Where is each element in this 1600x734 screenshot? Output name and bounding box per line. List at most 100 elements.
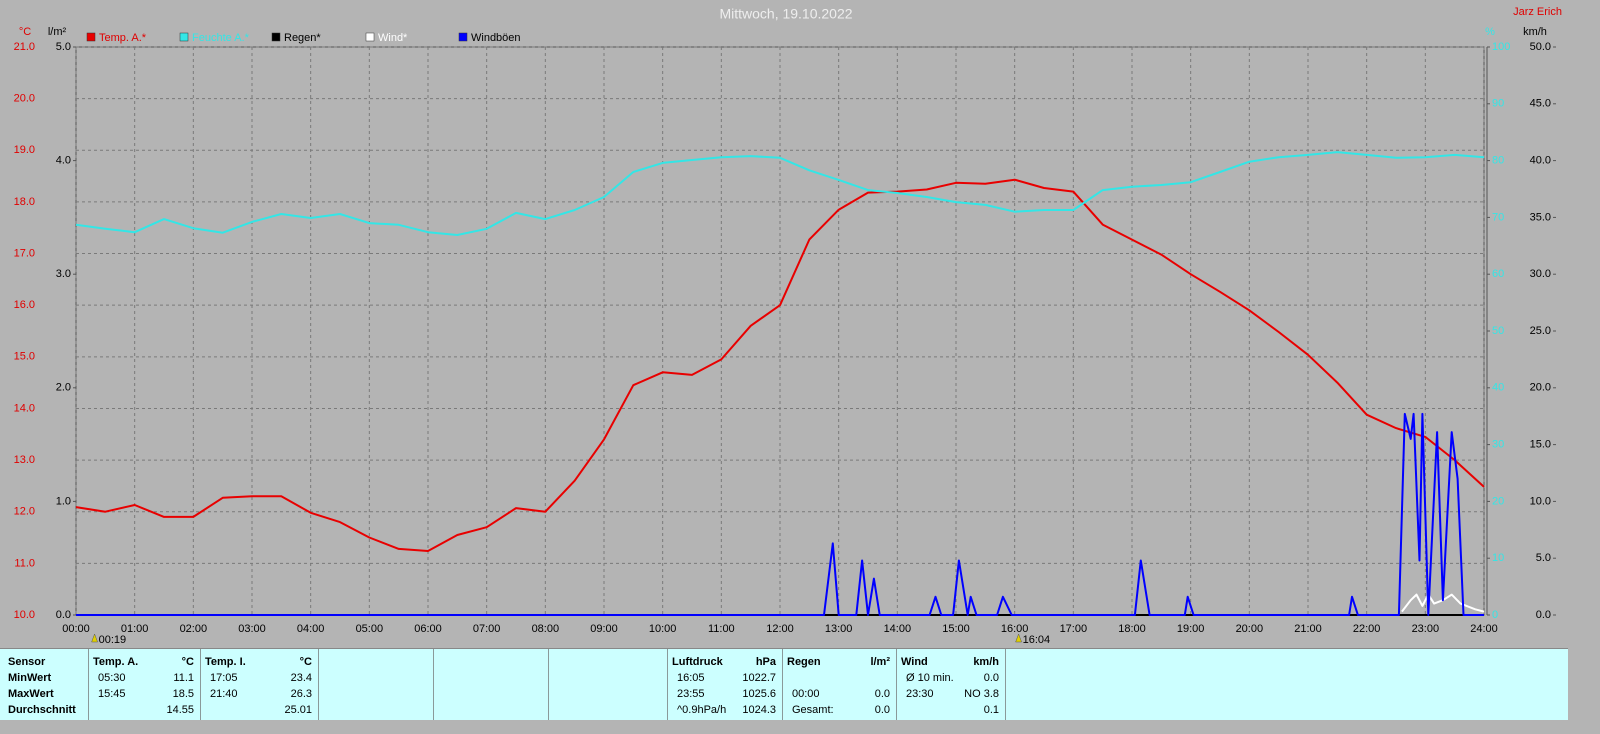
x-tick-label: 02:00 xyxy=(180,623,208,635)
separator xyxy=(433,649,434,720)
y3-tick-label: 90 xyxy=(1492,98,1504,110)
y2-tick-label: 25.0 xyxy=(1530,325,1551,337)
legend-label: Wind* xyxy=(378,32,408,44)
legend-label: Temp. A.* xyxy=(99,32,147,44)
table-cell: Ø 10 min. xyxy=(906,672,954,684)
y-axis-label: °C xyxy=(19,26,31,38)
legend-swatch xyxy=(271,32,281,42)
x-tick-label: 10:00 xyxy=(649,623,677,635)
y4-tick-label: 1.0 xyxy=(56,495,71,507)
x-tick-label: 00:00 xyxy=(62,623,90,635)
y2-tick-label: 35.0 xyxy=(1530,211,1551,223)
x-tick-label: 23:00 xyxy=(1412,623,1440,635)
table-cell: MinWert xyxy=(8,672,52,684)
separator xyxy=(667,649,668,720)
table-cell: Wind xyxy=(901,656,928,668)
chart-title: Mittwoch, 19.10.2022 xyxy=(719,6,852,22)
y-tick-label: 20.0 xyxy=(14,93,35,105)
x-tick-label: 04:00 xyxy=(297,623,325,635)
table-cell: 25.01 xyxy=(284,704,312,716)
table-cell: 16:05 xyxy=(677,672,705,684)
separator xyxy=(88,649,89,720)
separator xyxy=(548,649,549,720)
table-cell: km/h xyxy=(973,656,999,668)
x-tick-label: 12:00 xyxy=(766,623,794,635)
table-cell: 0.0 xyxy=(983,672,999,684)
x-tick-label: 21:00 xyxy=(1294,623,1322,635)
series-line xyxy=(75,178,1485,552)
table-cell: 21:40 xyxy=(210,688,238,700)
table-cell: 23.4 xyxy=(290,672,312,684)
table-cell: Luftdruck xyxy=(672,656,723,668)
y4-tick-label: 3.0 xyxy=(56,268,71,280)
y2-tick-label: 50.0 xyxy=(1530,41,1551,53)
table-cell: NO 3.8 xyxy=(964,688,999,700)
legend-swatch xyxy=(179,32,189,42)
table-cell: 1022.7 xyxy=(742,672,776,684)
y4-axis-label: l/m² xyxy=(48,26,67,38)
x-tick-label: 15:00 xyxy=(942,623,970,635)
separator xyxy=(782,649,783,720)
table-cell: ^0.9hPa/h xyxy=(677,704,727,716)
table-cell: 17:05 xyxy=(210,672,238,684)
x-tick-label: 16:00 xyxy=(1001,623,1029,635)
y3-tick-label: 80 xyxy=(1492,155,1504,167)
table-cell: l/m² xyxy=(870,656,890,668)
annotation-marker xyxy=(91,633,98,643)
y2-tick-label: 20.0 xyxy=(1530,382,1551,394)
x-tick-label: 18:00 xyxy=(1118,623,1146,635)
x-tick-label: 01:00 xyxy=(121,623,149,635)
annotation-label: 00:19 xyxy=(99,634,127,646)
table-cell: 18.5 xyxy=(172,688,194,700)
x-tick-label: 05:00 xyxy=(356,623,384,635)
table-cell: 05:30 xyxy=(98,672,126,684)
legend-swatch xyxy=(86,32,96,42)
annotation-marker xyxy=(1015,633,1022,643)
y-tick-label: 15.0 xyxy=(14,351,35,363)
y2-tick-label: 10.0 xyxy=(1530,495,1551,507)
y-tick-label: 19.0 xyxy=(14,144,35,156)
x-tick-label: 07:00 xyxy=(473,623,501,635)
y2-tick-label: 5.0 xyxy=(1536,552,1551,564)
table-cell: 0.1 xyxy=(983,704,999,716)
table-cell: 23:30 xyxy=(906,688,934,700)
y-tick-label: 17.0 xyxy=(14,247,35,259)
table-cell: 26.3 xyxy=(290,688,312,700)
y3-tick-label: 60 xyxy=(1492,268,1504,280)
y2-tick-label: 0.0 xyxy=(1536,609,1551,621)
table-cell: 00:00 xyxy=(792,688,820,700)
x-tick-label: 09:00 xyxy=(590,623,618,635)
x-tick-label: 08:00 xyxy=(532,623,560,635)
series-line xyxy=(1401,593,1485,613)
table-cell: 14.55 xyxy=(166,704,194,716)
legend-swatch xyxy=(365,32,375,42)
y2-tick-label: 45.0 xyxy=(1530,98,1551,110)
annotation-label: 16:04 xyxy=(1023,634,1051,646)
y3-tick-label: 20 xyxy=(1492,495,1504,507)
y4-tick-label: 4.0 xyxy=(56,155,71,167)
y-tick-label: 10.0 xyxy=(14,609,35,621)
y-tick-label: 11.0 xyxy=(14,557,35,569)
y-tick-label: 12.0 xyxy=(14,506,35,518)
table-cell: 0.0 xyxy=(874,688,890,700)
table-cell: hPa xyxy=(755,656,776,668)
x-tick-label: 22:00 xyxy=(1353,623,1381,635)
table-cell: Durchschnitt xyxy=(8,704,76,716)
x-tick-label: 03:00 xyxy=(238,623,266,635)
y3-tick-label: 0 xyxy=(1492,609,1498,621)
legend-swatch xyxy=(458,32,468,42)
series-line xyxy=(76,412,1484,616)
y-tick-label: 14.0 xyxy=(14,402,35,414)
y-tick-label: 13.0 xyxy=(14,454,35,466)
x-tick-label: 24:00 xyxy=(1470,623,1498,635)
separator xyxy=(200,649,201,720)
series-line xyxy=(75,151,1485,236)
y3-tick-label: 50 xyxy=(1492,325,1504,337)
stats-table: Sensor MinWert MaxWert Durchschnitt Temp. A.… xyxy=(0,648,1568,720)
y2-tick-label: 30.0 xyxy=(1530,268,1551,280)
table-cell: Temp. A. xyxy=(93,656,139,668)
legend-label: Regen* xyxy=(284,32,321,44)
table-cell: 23:55 xyxy=(677,688,705,700)
y2-tick-label: 40.0 xyxy=(1530,155,1551,167)
table-cell: 0.0 xyxy=(874,704,890,716)
